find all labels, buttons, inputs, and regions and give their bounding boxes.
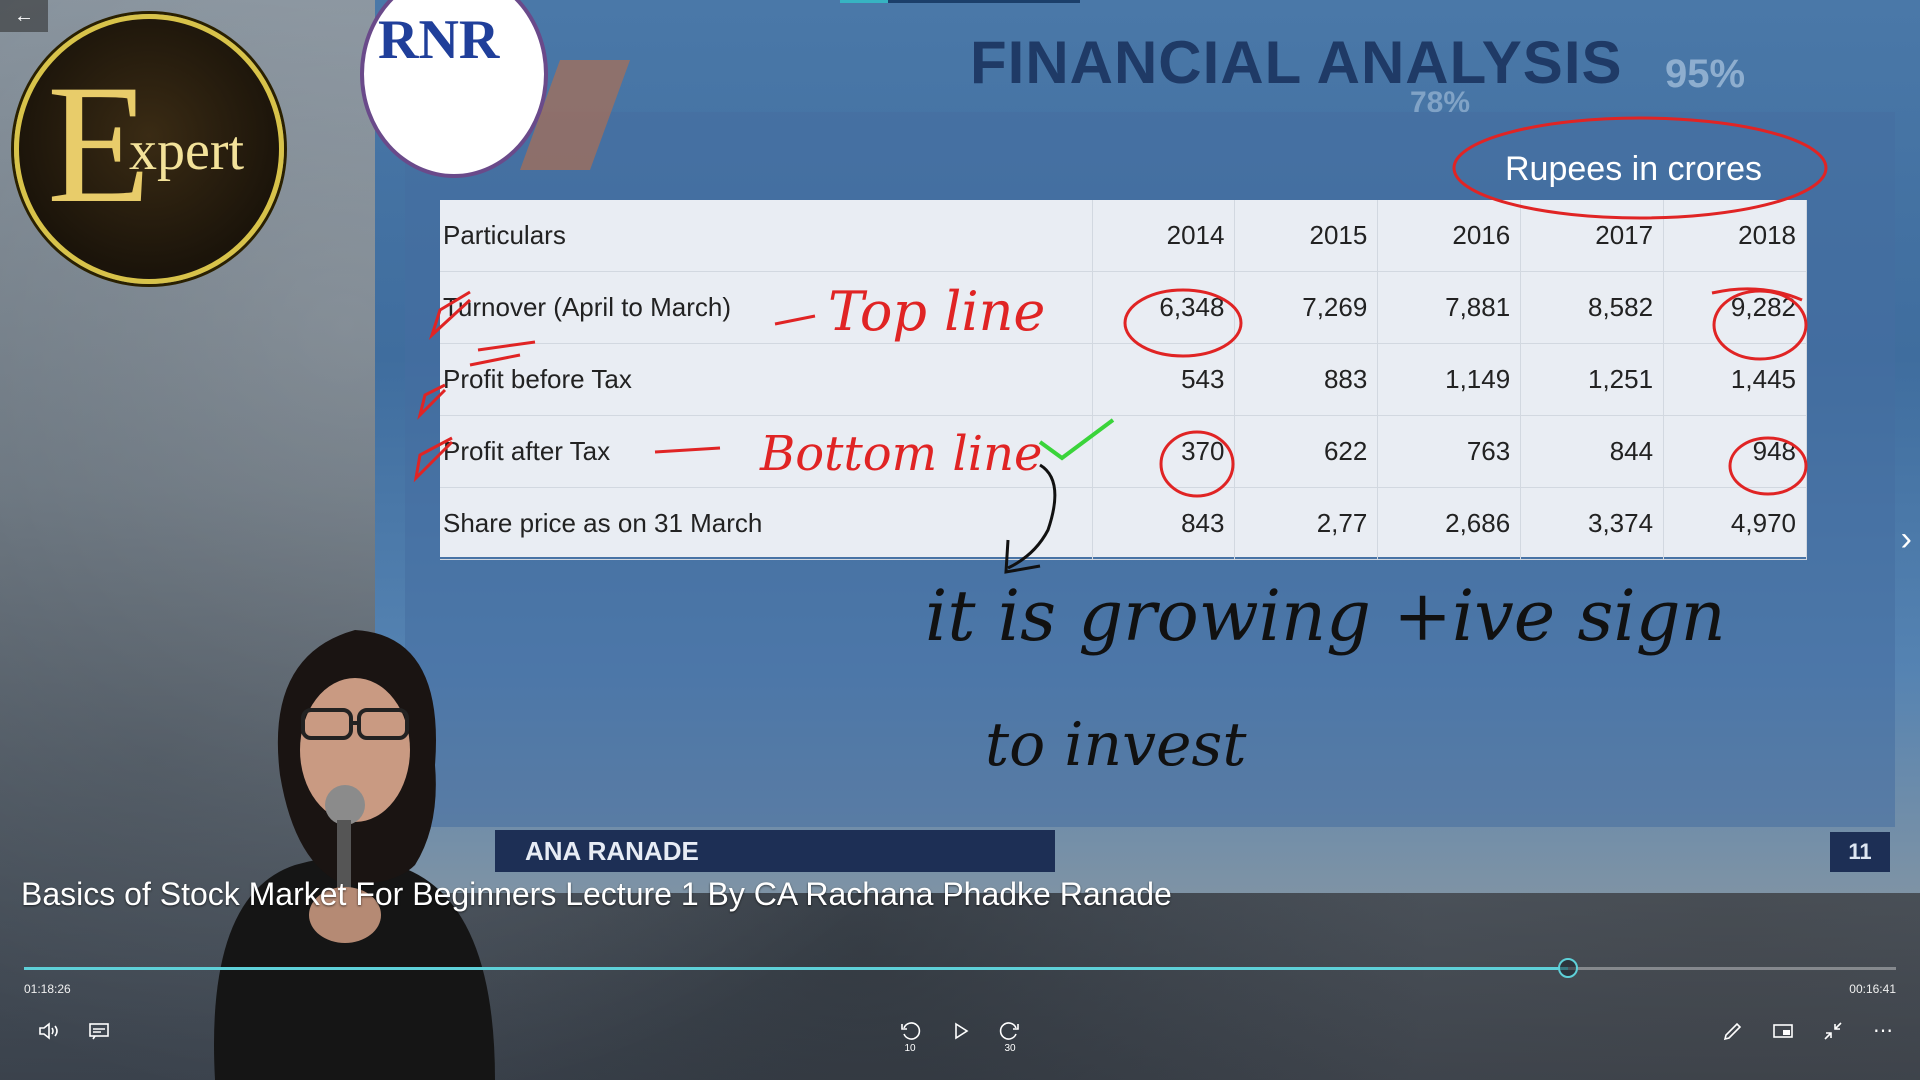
captions-button[interactable] (80, 1012, 118, 1050)
mini-player-icon (1773, 1024, 1793, 1038)
slide-number: 11 (1830, 832, 1890, 872)
table-cell: 883 (1234, 343, 1379, 416)
table-row: Share price as on 31 March 843 2,77 2,68… (440, 487, 1807, 560)
financial-table: Particulars 2014 2015 2016 2017 2018 Tur… (440, 200, 1807, 560)
seek-bar-fill (24, 967, 1569, 970)
more-options-button[interactable]: ⋯ (1864, 1012, 1902, 1050)
table-cell: 4,970 (1663, 487, 1807, 560)
table-cell: 844 (1520, 415, 1665, 488)
back-button[interactable]: ← (0, 0, 48, 32)
table-cell: 7,881 (1377, 271, 1522, 344)
skip-back-seconds: 10 (904, 1043, 916, 1054)
table-header-cell: 2018 (1663, 200, 1807, 272)
table-cell-label: Profit after Tax (440, 415, 1093, 488)
expert-logo: E xpert (14, 14, 284, 284)
table-cell: 763 (1377, 415, 1522, 488)
volume-button[interactable] (30, 1012, 68, 1050)
decor-percent-95: 95% (1665, 52, 1746, 96)
play-button[interactable] (941, 1012, 979, 1050)
table-cell-label: Profit before Tax (440, 343, 1093, 416)
table-cell-label: Turnover (April to March) (440, 271, 1093, 344)
slide-progress-track (840, 0, 1080, 3)
unit-note-text: Rupees in crores (1505, 150, 1763, 188)
table-cell: 8,582 (1520, 271, 1665, 344)
slide-title: FINANCIAL ANALYSIS (970, 29, 1623, 96)
table-cell: 2,686 (1377, 487, 1522, 560)
rnr-logo-text: RNR (378, 9, 500, 71)
table-cell: 843 (1092, 487, 1236, 560)
skip-forward-icon (999, 1022, 1019, 1040)
video-title: Basics of Stock Market For Beginners Lec… (21, 876, 1172, 912)
exit-fullscreen-button[interactable] (1814, 1012, 1852, 1050)
table-header-cell: 2015 (1234, 200, 1379, 272)
table-header-cell: 2014 (1092, 200, 1236, 272)
skip-back-button[interactable]: 10 (891, 1012, 929, 1054)
rnr-logo: RNR (360, 0, 548, 178)
more-options-icon: ⋯ (1873, 1020, 1893, 1042)
skip-forward-button[interactable]: 30 (991, 1012, 1029, 1054)
table-cell: 1,251 (1520, 343, 1665, 416)
draw-button[interactable] (1714, 1012, 1752, 1050)
presenter-name-bar: ANA RANADE (495, 830, 1055, 872)
table-cell: 1,149 (1377, 343, 1522, 416)
play-icon (955, 1022, 969, 1040)
presenter-name: ANA RANADE (525, 836, 699, 866)
table-cell: 2,77 (1234, 487, 1379, 560)
table-cell: 1,445 (1663, 343, 1807, 416)
table-cell-label: Share price as on 31 March (440, 487, 1093, 560)
volume-icon (39, 1022, 58, 1040)
elapsed-time: 01:18:26 (24, 982, 71, 996)
remaining-time: 00:16:41 (1849, 982, 1896, 996)
table-row: Profit after Tax 370 622 763 844 948 (440, 415, 1807, 488)
back-arrow-icon: ← (14, 5, 34, 27)
table-header-cell: 2016 (1377, 200, 1522, 272)
presenter-video (214, 630, 495, 1080)
pen-icon (1723, 1022, 1742, 1041)
table-row: Profit before Tax 543 883 1,149 1,251 1,… (440, 343, 1807, 416)
expert-logo-word: xpert (129, 120, 245, 182)
table-cell: 622 (1234, 415, 1379, 488)
table-cell: 543 (1092, 343, 1236, 416)
financial-table-panel: Particulars 2014 2015 2016 2017 2018 Tur… (440, 200, 1807, 560)
table-row: Turnover (April to March) 6,348 7,269 7,… (440, 271, 1807, 344)
seek-thumb[interactable] (1558, 958, 1579, 978)
expert-logo-letter: E (47, 50, 151, 238)
skip-forward-seconds: 30 (1004, 1043, 1016, 1054)
slide-progress-fill (840, 0, 888, 3)
table-header-row: Particulars 2014 2015 2016 2017 2018 (440, 200, 1807, 272)
table-header-cell: Particulars (440, 200, 1093, 272)
table-cell: 7,269 (1234, 271, 1379, 344)
skip-back-icon (901, 1022, 921, 1040)
table-cell: 9,282 (1663, 271, 1807, 344)
table-cell: 370 (1092, 415, 1236, 488)
table-cell: 6,348 (1092, 271, 1236, 344)
exit-fullscreen-icon (1824, 1022, 1842, 1040)
table-header-cell: 2017 (1520, 200, 1665, 272)
mini-player-button[interactable] (1764, 1012, 1802, 1050)
table-cell: 3,374 (1520, 487, 1665, 560)
next-arrow-icon[interactable]: › (1900, 520, 1912, 558)
captions-icon (89, 1023, 109, 1040)
table-cell: 948 (1663, 415, 1807, 488)
